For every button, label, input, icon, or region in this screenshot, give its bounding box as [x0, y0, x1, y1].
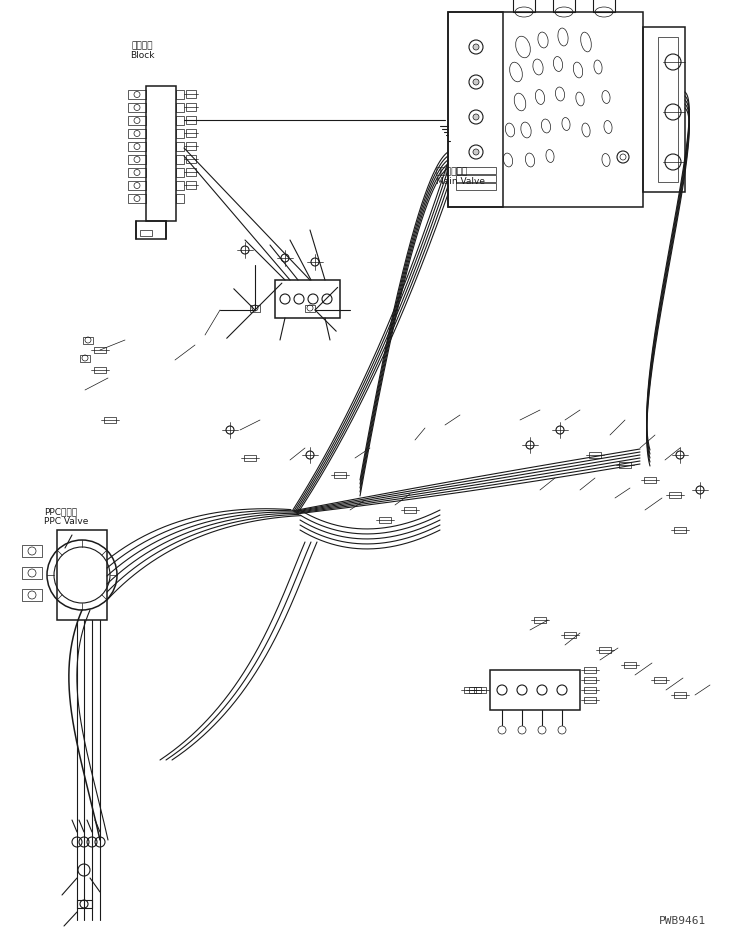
Text: メインバルブ: メインバルブ	[436, 167, 468, 176]
Bar	[669, 492, 681, 498]
Bar	[186, 155, 196, 163]
Bar	[456, 167, 496, 174]
Bar	[534, 617, 546, 623]
Bar	[464, 687, 476, 693]
Bar	[244, 455, 256, 461]
Bar	[619, 462, 631, 468]
Bar	[128, 181, 146, 190]
Bar	[643, 27, 685, 192]
Bar	[176, 103, 184, 112]
Bar	[80, 355, 90, 362]
Bar	[176, 181, 184, 190]
Bar	[128, 90, 146, 99]
Bar	[490, 670, 580, 710]
Bar	[176, 90, 184, 99]
Bar	[553, 0, 575, 12]
Bar	[584, 687, 596, 693]
Bar	[644, 477, 656, 483]
Bar	[57, 530, 107, 620]
Bar	[176, 116, 184, 125]
Bar	[584, 697, 596, 703]
Bar	[176, 142, 184, 151]
Bar	[186, 129, 196, 137]
Circle shape	[473, 44, 479, 50]
Bar	[674, 692, 686, 698]
Bar	[186, 168, 196, 176]
Bar	[584, 667, 596, 673]
Bar	[186, 181, 196, 189]
Bar	[448, 12, 643, 207]
Bar	[186, 142, 196, 150]
Bar	[94, 347, 106, 353]
Bar	[186, 90, 196, 98]
Bar	[404, 507, 416, 513]
Bar	[83, 337, 93, 344]
Bar	[674, 527, 686, 533]
Bar	[22, 545, 42, 557]
Bar	[448, 12, 503, 207]
Bar	[128, 129, 146, 138]
Bar	[186, 116, 196, 124]
Bar	[94, 367, 106, 373]
Bar	[128, 155, 146, 164]
Bar	[140, 230, 152, 236]
Bar	[456, 183, 496, 190]
Bar	[305, 305, 315, 312]
Bar	[513, 0, 535, 12]
Bar	[250, 305, 260, 312]
Circle shape	[473, 114, 479, 120]
Bar	[593, 0, 615, 12]
Bar	[128, 142, 146, 151]
Bar	[654, 677, 666, 683]
Bar	[334, 472, 346, 478]
Bar	[456, 175, 496, 182]
Text: ブロック: ブロック	[131, 41, 153, 50]
Text: PPCバルブ: PPCバルブ	[44, 507, 77, 516]
Bar	[624, 662, 636, 668]
Bar	[176, 155, 184, 164]
Text: Block: Block	[130, 51, 155, 60]
Bar	[77, 900, 92, 908]
Bar	[584, 677, 596, 683]
Circle shape	[473, 149, 479, 155]
Bar	[176, 129, 184, 138]
Bar	[22, 589, 42, 601]
Bar	[186, 103, 196, 111]
Bar	[469, 687, 481, 693]
Text: PPC Valve: PPC Valve	[44, 517, 88, 526]
Bar	[379, 517, 391, 523]
Text: PWB9461: PWB9461	[659, 916, 706, 926]
Bar	[136, 221, 166, 239]
Bar	[176, 194, 184, 203]
Bar	[128, 103, 146, 112]
Bar	[599, 647, 611, 653]
Bar	[22, 567, 42, 579]
Bar	[104, 417, 116, 423]
Bar	[128, 168, 146, 177]
Bar	[146, 86, 176, 221]
Bar	[128, 116, 146, 125]
Bar	[176, 168, 184, 177]
Bar	[275, 280, 340, 318]
Text: Main Valve: Main Valve	[436, 177, 485, 186]
Bar	[658, 37, 678, 182]
Bar	[128, 194, 146, 203]
Bar	[564, 632, 576, 638]
Bar	[474, 687, 486, 693]
Bar	[589, 452, 601, 458]
Circle shape	[473, 79, 479, 85]
